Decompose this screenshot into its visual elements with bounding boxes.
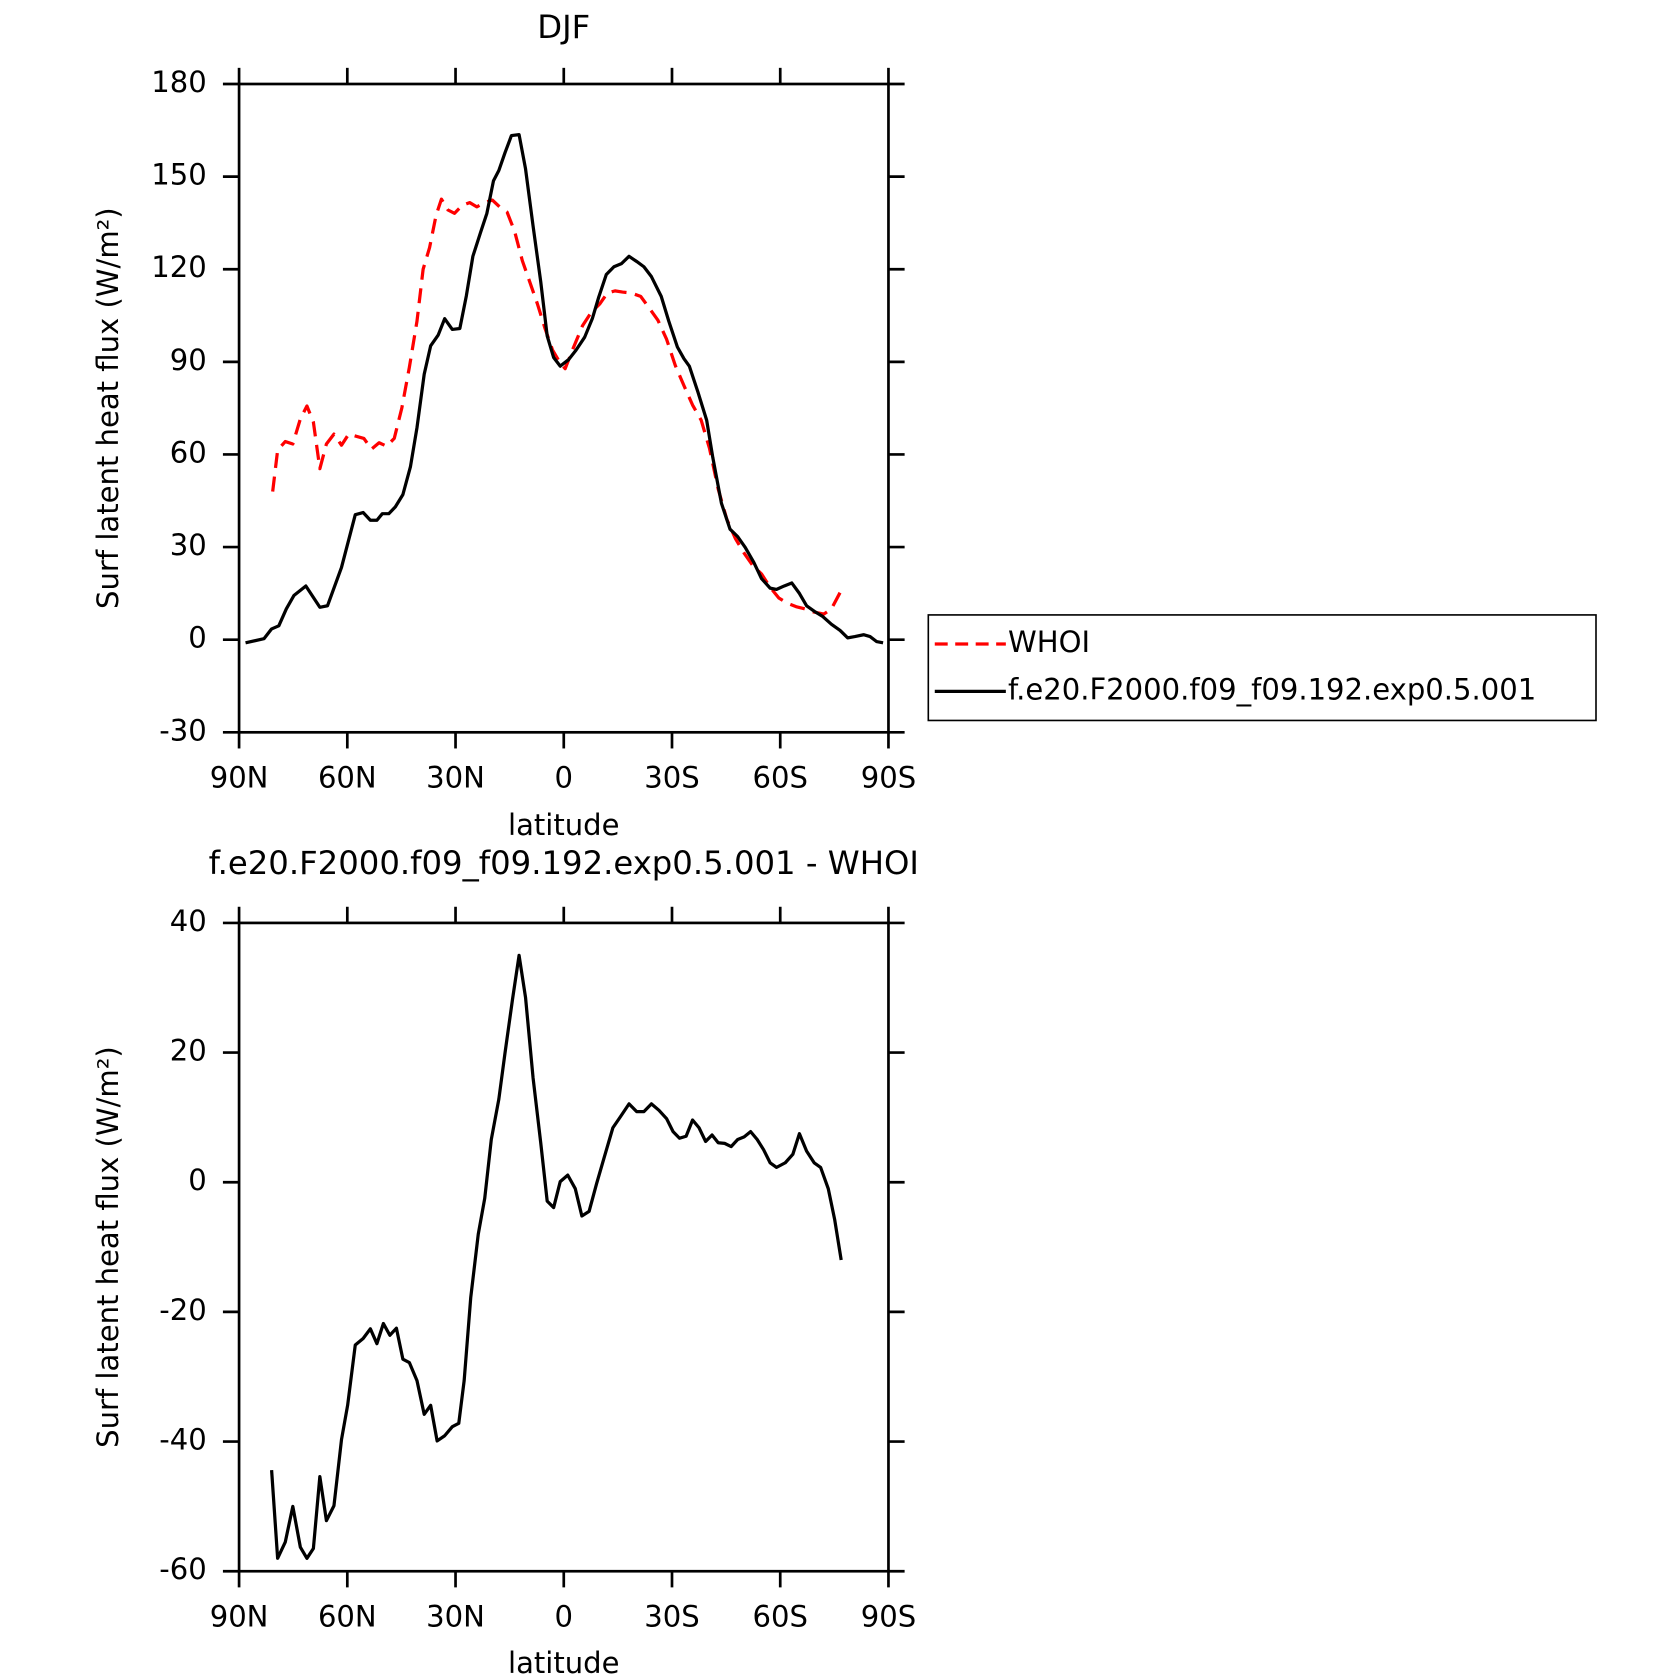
plot-frame (237, 82, 890, 734)
x-axis-label: latitude (508, 808, 620, 842)
y-tick-label: 0 (188, 1163, 207, 1197)
y-tick-label: 0 (188, 621, 207, 655)
y-tick-label: -20 (159, 1293, 206, 1327)
y-axis-label: Surf latent heat flux (W/m²) (91, 1046, 125, 1448)
legend-label: f.e20.F2000.f09_f09.192.exp0.5.001 (1008, 672, 1536, 706)
y-tick-label: 90 (170, 343, 207, 377)
y-tick-label: 150 (151, 158, 206, 192)
x-tick-label: 90S (861, 761, 916, 795)
x-tick-label: 30S (644, 1600, 699, 1634)
y-tick-label: 30 (170, 528, 207, 562)
y-tick-label: -30 (159, 713, 206, 747)
y-tick-label: -40 (159, 1423, 206, 1457)
y-tick-label: -60 (159, 1552, 206, 1586)
x-tick-label: 60S (753, 1600, 808, 1634)
y-tick-label: 40 (170, 904, 207, 938)
x-axis-label: latitude (508, 1646, 620, 1680)
x-tick-label: 90N (210, 1600, 269, 1634)
y-tick-label: 60 (170, 435, 207, 469)
y-axis-label: Surf latent heat flux (W/m²) (91, 207, 125, 609)
line-series (245, 133, 884, 645)
legend-box (927, 614, 1597, 722)
chart-title: f.e20.F2000.f09_f09.192.exp0.5.001 - WHO… (209, 844, 919, 882)
x-tick-label: 0 (555, 761, 574, 795)
line-series (269, 953, 843, 1560)
chart-title: DJF (537, 8, 590, 46)
y-tick-label: 120 (151, 250, 206, 284)
x-tick-label: 30N (426, 1600, 485, 1634)
x-tick-label: 60N (318, 761, 377, 795)
x-tick-label: 90S (861, 1600, 916, 1634)
y-tick-label: 180 (151, 65, 206, 99)
x-tick-label: 0 (555, 1600, 574, 1634)
x-tick-label: 30S (644, 761, 699, 795)
x-tick-label: 60S (753, 761, 808, 795)
x-tick-label: 30N (426, 761, 485, 795)
x-tick-label: 60N (318, 1600, 377, 1634)
legend-label: WHOI (1008, 625, 1090, 659)
y-tick-label: 20 (170, 1034, 207, 1068)
x-tick-label: 90N (210, 761, 269, 795)
line-series (271, 197, 844, 616)
